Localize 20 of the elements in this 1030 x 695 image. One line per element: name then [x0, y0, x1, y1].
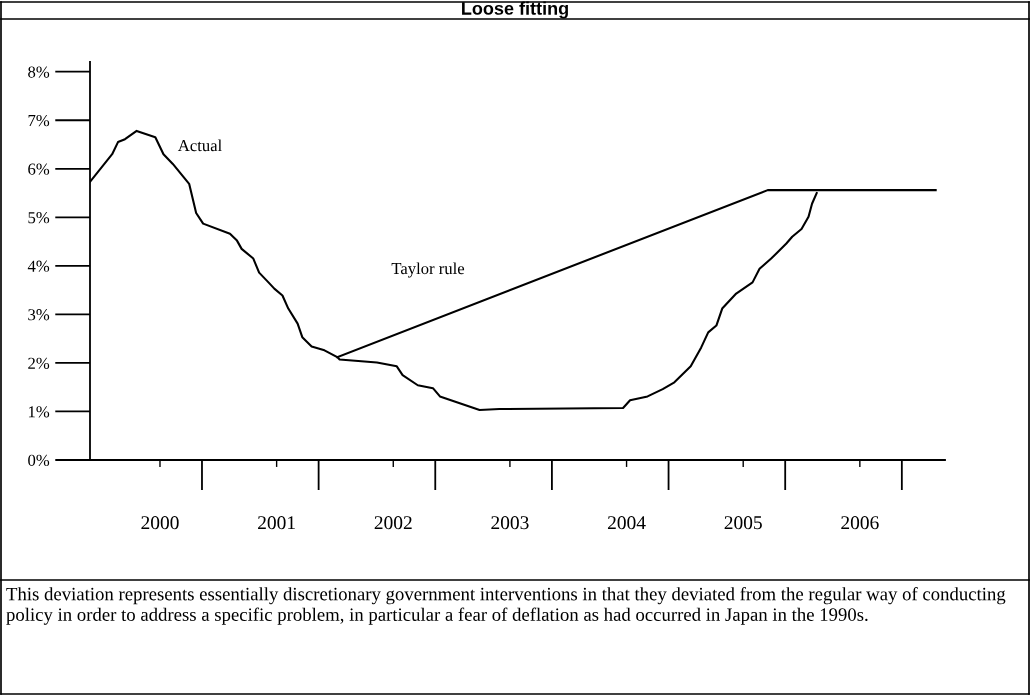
y-tick-label: 4% [27, 260, 50, 272]
x-tick-label: 2006 [841, 516, 879, 530]
x-tick-label: 2003 [491, 516, 529, 530]
annotation: Actual [177, 139, 222, 152]
x-tick-label: 2000 [141, 516, 179, 530]
x-tick-label: 2001 [258, 516, 295, 530]
text: This deviation represents essentially discretionary government interventions in that they deviated from the regular way of conducting policy in order to address a specific problem, in particular a fear of deflation as had occurred in Japan in the 1990s. [6, 587, 1006, 625]
chart-title: Loose fitting [462, 1, 568, 19]
y-tick-label: 0% [28, 454, 50, 466]
y-tick-label: 2% [28, 357, 50, 369]
y-tick-label: 8% [28, 66, 50, 78]
y-tick-label: 6% [28, 163, 50, 175]
y-tick-label: 3% [28, 309, 50, 321]
x-tick-label: 2002 [374, 516, 412, 530]
annotation: Taylor rule [391, 262, 465, 278]
y-tick-label: 5% [28, 212, 50, 224]
x-tick-label: 2004 [607, 516, 646, 530]
y-tick-label: 7% [28, 114, 50, 127]
y-tick-label: 1% [28, 406, 50, 418]
x-tick-label: 2005 [724, 516, 762, 530]
